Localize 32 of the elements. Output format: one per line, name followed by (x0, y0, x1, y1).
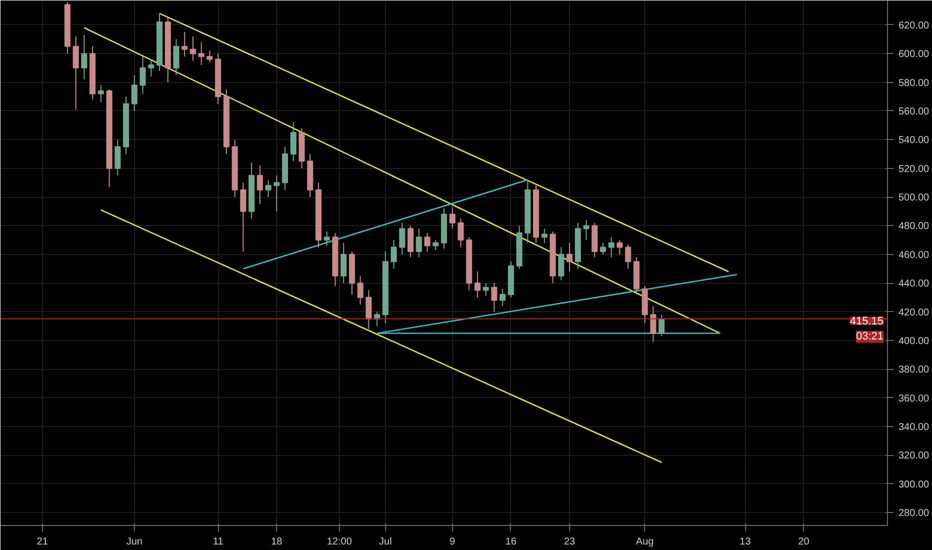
y-tick-label: 520.00 (898, 164, 930, 175)
y-tick-label: 420.00 (898, 307, 930, 318)
x-tick-label: 12:00 (326, 536, 352, 548)
y-tick-label: 580.00 (898, 78, 930, 89)
x-tick-label: 21 (36, 536, 48, 548)
x-tick-label: 20 (798, 536, 810, 548)
x-tick-label: 11 (212, 536, 224, 548)
x-tick-label: Aug (636, 536, 654, 548)
y-tick-label: 600.00 (898, 49, 930, 60)
annotation: 03:21 (856, 330, 884, 343)
x-tick-label: Jun (126, 536, 142, 548)
y-tick-label: 500.00 (898, 192, 930, 204)
x-tick-label: 18 (271, 536, 283, 548)
x-tick-label: 9 (450, 536, 456, 548)
y-tick-label: 480.00 (898, 221, 930, 232)
y-tick-label: 440.00 (898, 278, 930, 290)
y-tick-label: 340.00 (898, 422, 930, 434)
x-tick-label: 16 (505, 536, 517, 548)
y-tick-label: 460.00 (898, 250, 930, 261)
ref-line-label: 415.15 (850, 316, 884, 328)
x-tick-label: 23 (564, 536, 576, 548)
y-tick-label: 540.00 (898, 135, 930, 146)
y-tick-label: 360.00 (898, 393, 930, 404)
x-tick-label: Jul (379, 536, 392, 548)
y-tick-label: 320.00 (898, 450, 930, 462)
y-tick-label: 280.00 (898, 508, 930, 520)
y-tick-label: 400.00 (898, 336, 930, 347)
y-tick-label: 380.00 (898, 364, 930, 376)
y-tick-label: 620.00 (898, 20, 930, 32)
y-tick-label: 560.00 (898, 106, 930, 118)
x-tick-label: 13 (740, 536, 752, 548)
y-tick-label: 300.00 (898, 479, 930, 490)
